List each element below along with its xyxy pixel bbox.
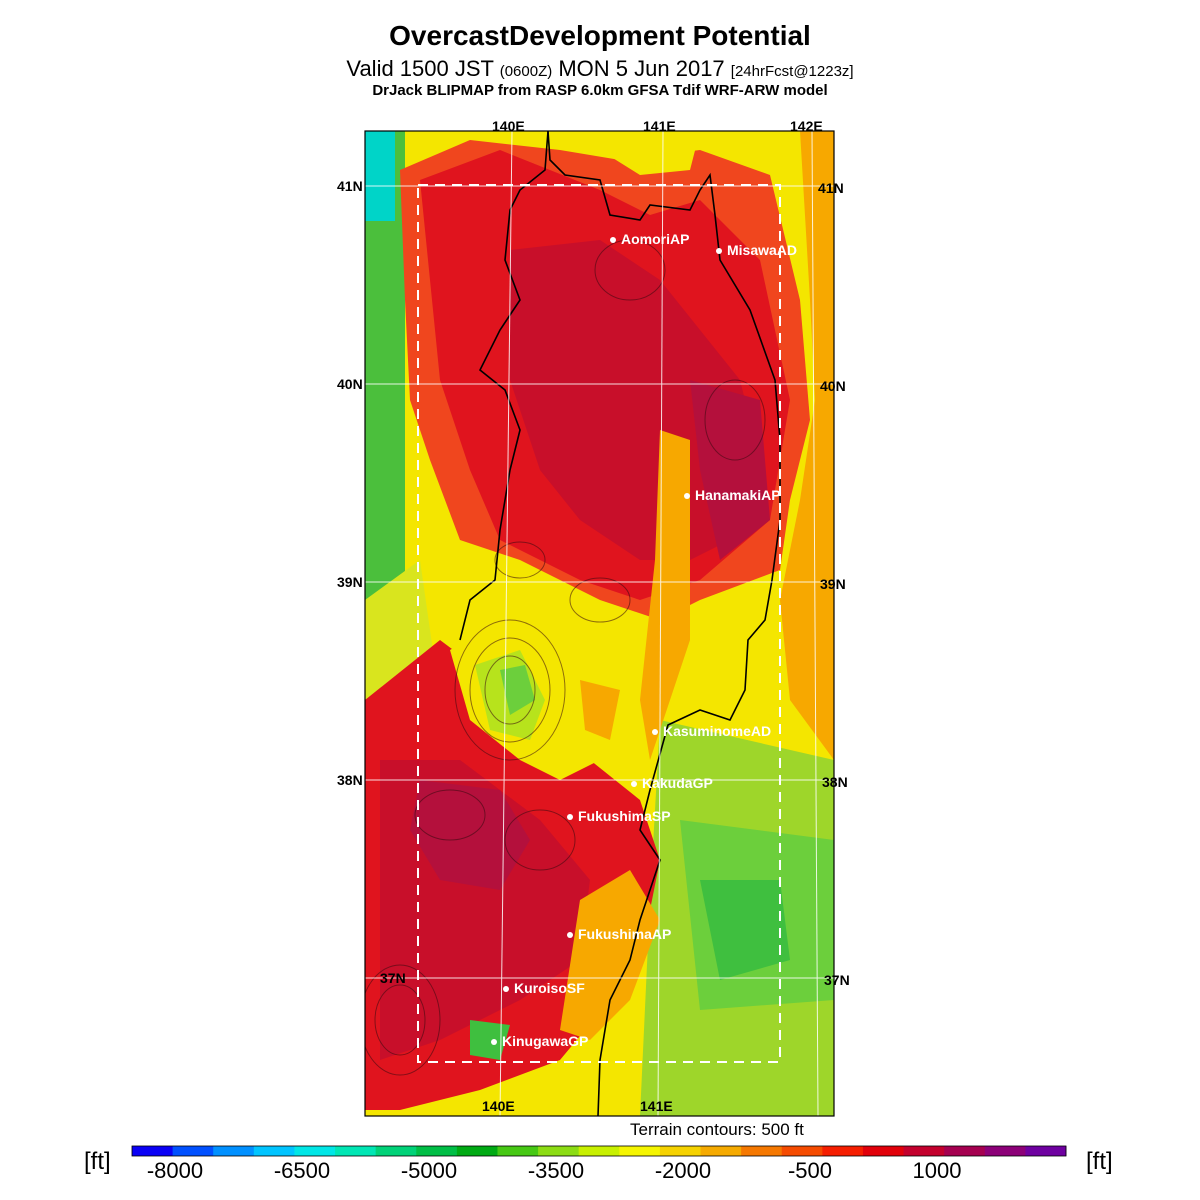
site-fukushima-ap: FukushimaAP [567,926,671,942]
colorbar-swatch [1025,1146,1067,1156]
lat-label-37n-right: 37N [824,972,850,988]
colorbar-frame [131,1145,1067,1157]
site-label: MisawaAD [727,242,798,258]
colorbar-label: -6500 [273,1158,331,1183]
site-aomori-ap: AomoriAP [610,231,689,247]
site-label: FukushimaAP [578,926,672,942]
model-info: DrJack BLIPMAP from RASP 6.0km GFSA Tdif… [372,82,828,99]
site-label: KuroisoSF [514,980,585,996]
colorbar-unit-right: [ft] [1086,1148,1113,1175]
colorbar-swatch [862,1146,904,1156]
colorbar-swatch [538,1146,580,1156]
colorbar-swatch [741,1146,783,1156]
overcast-field [365,131,834,1116]
colorbar-swatch [944,1146,986,1156]
site-dot-icon [684,493,690,500]
site-label: KakudaGP [642,775,713,791]
site-hanamaki-ap: HanamakiAP [684,487,781,503]
colorbar-label: -500 [787,1158,833,1183]
colorbar-label: 1000 [912,1158,962,1183]
valid-date: MON 5 Jun 2017 [558,56,725,81]
site-dot-icon [652,729,658,736]
lon-label-140e-top: 140E [492,118,525,134]
site-label: KasuminomeAD [663,723,772,739]
site-kuroiso-sf: KuroisoSF [503,980,585,996]
lat-label-39n-right: 39N [820,576,846,592]
map-title: OvercastDevelopment Potential [389,20,811,51]
colorbar-swatch [456,1146,498,1156]
terrain-contour-note: Terrain contours: 500 ft [630,1120,804,1139]
colorbar-swatch [578,1146,620,1156]
colorbar-swatch [781,1146,823,1156]
site-dot-icon [567,932,573,939]
site-dot-icon [610,237,616,244]
colorbar [131,1145,1067,1157]
lat-label-39n-left: 39N [337,574,363,590]
site-dot-icon [491,1039,497,1046]
colorbar-swatch [416,1146,458,1156]
site-dot-icon [716,248,722,255]
colorbar-swatch [700,1146,742,1156]
lon-label-141e-top: 141E [643,118,676,134]
site-kakuda-gp: KakudaGP [631,775,713,791]
valid-time: Valid 1500 JST (0600Z) MON 5 Jun 2017 [2… [0,56,1200,82]
west-coastline [459,130,549,641]
colorbar-swatch [822,1146,864,1156]
site-label: KinugawaGP [502,1033,589,1049]
site-label: FukushimaSP [578,808,671,824]
colorbar-label: -2000 [654,1158,712,1183]
site-kinugawa-gp: KinugawaGP [491,1033,588,1049]
colorbar-swatch [497,1146,539,1156]
lat-label-38n-left: 38N [337,772,363,788]
site-label: AomoriAP [621,231,690,247]
lat-label-38n-right: 38N [822,774,848,790]
lat-label-41n-right: 41N [818,180,844,196]
valid-time-utc: (0600Z) [499,63,553,80]
graticule [365,130,834,1117]
colorbar-swatch [903,1146,945,1156]
colorbar-swatch [213,1146,255,1156]
lat-label-37n-left: 37N [380,970,406,986]
lon-label-141e-bottom: 141E [640,1098,673,1114]
colorbar-swatch [335,1146,377,1156]
colorbar-unit-left: [ft] [84,1148,111,1175]
site-dot-icon [503,986,509,993]
lon-label-140e-bottom: 140E [482,1098,515,1114]
colorbar-swatch [132,1146,174,1156]
site-dot-icon [567,814,573,821]
site-label: HanamakiAP [695,487,781,503]
lon-label-142e-top: 142E [790,118,823,134]
map-frame [364,130,835,1117]
terrain-contours [365,239,766,1076]
site-kasuminome-ad: KasuminomeAD [652,723,771,739]
lat-label-41n-left: 41N [337,178,363,194]
colorbar-swatch [659,1146,701,1156]
colorbar-swatch [294,1146,336,1156]
valid-time-local: Valid 1500 JST [346,56,494,81]
subdomain-box [417,184,781,1063]
colorbar-label: -8000 [146,1158,204,1183]
colorbar-swatch [619,1146,661,1156]
colorbar-swatch [984,1146,1026,1156]
site-fukushima-sp: FukushimaSP [567,808,671,824]
forecast-info: [24hrFcst@1223z] [730,63,854,80]
site-misawa-ad: MisawaAD [716,242,797,258]
colorbar-swatch [375,1146,417,1156]
lat-label-40n-right: 40N [820,378,846,394]
colorbar-label: -5000 [400,1158,458,1183]
lat-label-40n-left: 40N [337,376,363,392]
colorbar-swatch [172,1146,214,1156]
colorbar-swatch [253,1146,295,1156]
colorbar-label: -3500 [527,1158,585,1183]
site-dot-icon [631,781,637,788]
